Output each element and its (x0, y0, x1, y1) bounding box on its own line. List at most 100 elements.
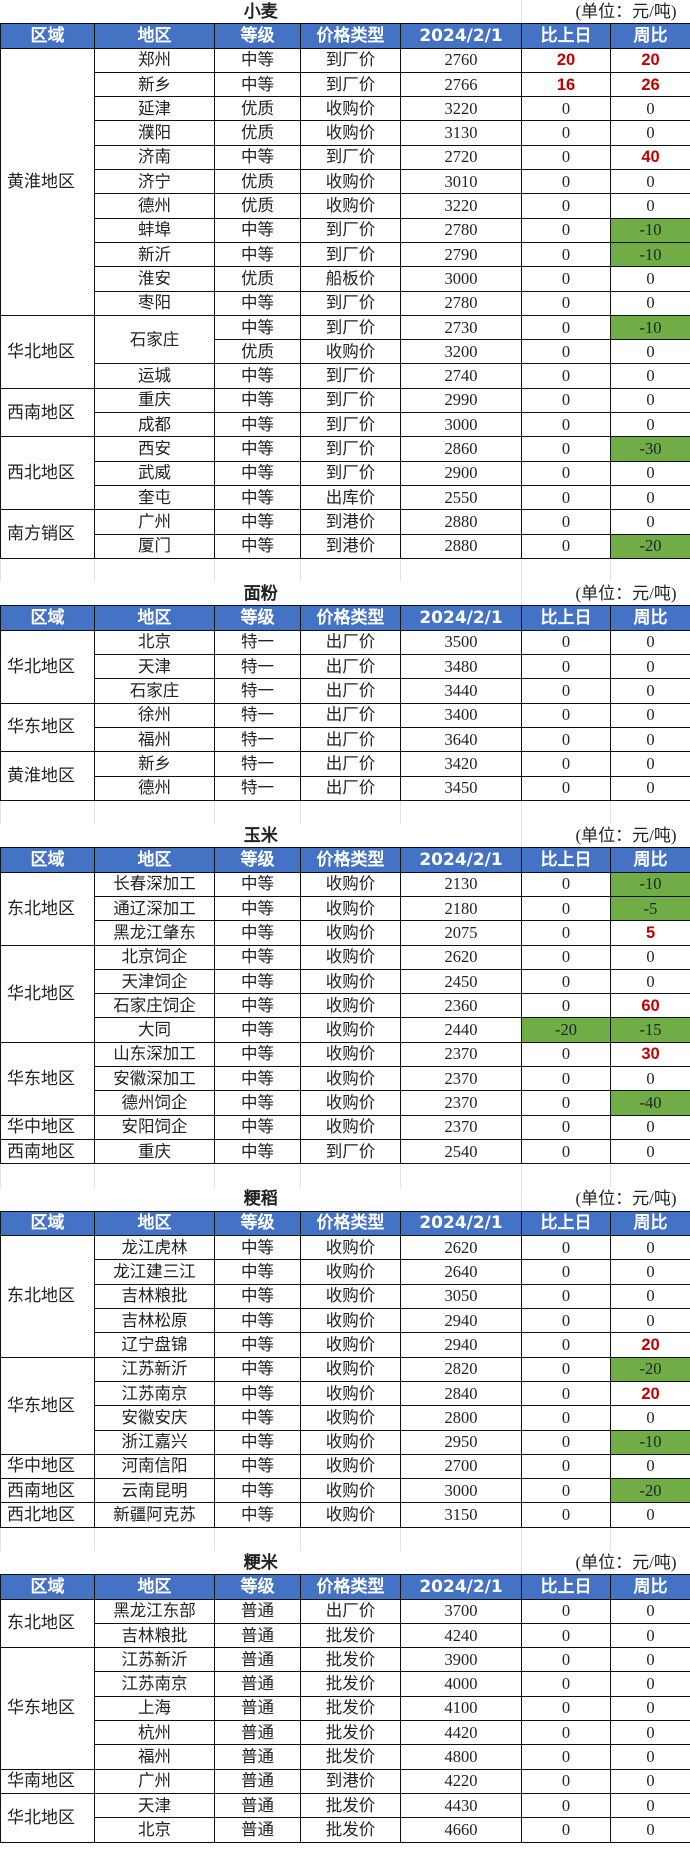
empty-cell (521, 800, 612, 825)
price-cell: 3480 (399, 654, 523, 680)
price-cell: 2550 (399, 484, 523, 511)
price-type-cell: 收购价 (300, 1066, 401, 1092)
table-row: 石家庄饲企 中等 收购价 2360 0 60 (1, 993, 690, 1019)
city-cell: 厦门 (94, 533, 215, 559)
grade-cell: 中等 (214, 1114, 301, 1140)
unit-label: (单位：元/吨) (521, 582, 690, 607)
price-type-cell: 收购价 (300, 1332, 401, 1358)
region-cell: 华南地区 (0, 1768, 95, 1794)
week-change-cell: 0 (610, 1622, 690, 1649)
week-change-cell: 0 (610, 968, 690, 995)
grade-cell: 普通 (214, 1792, 301, 1819)
week-change-cell: 0 (610, 266, 690, 292)
grade-cell: 中等 (214, 1453, 301, 1480)
price-type-cell: 收购价 (300, 120, 401, 146)
city-cell: 石家庄 (94, 314, 215, 365)
grade-cell: 特一 (214, 775, 301, 801)
price-cell: 2790 (399, 241, 523, 268)
table-row: 东北地区 长春深加工 中等 收购价 2130 0 -10 (0, 871, 690, 946)
grade-cell: 中等 (214, 1332, 301, 1358)
city-cell: 安徽深加工 (94, 1066, 215, 1092)
empty-cell (610, 1163, 690, 1188)
table-row: 黄淮地区 新乡 特一 出厂价 3420 0 0 (0, 751, 690, 801)
table-row: 华东地区 徐州 特一 出厂价 3400 0 0 (0, 702, 690, 753)
region-cell: 华北地区 (0, 944, 95, 1043)
column-header: 比上日 (521, 847, 612, 873)
column-header: 区域 (0, 847, 95, 873)
day-change-cell: 0 (521, 412, 612, 438)
grade-cell: 中等 (214, 1380, 301, 1407)
table-row: 杭州 普通 批发价 4420 0 0 (1, 1720, 690, 1746)
section-title-row: 粳稻 (单位：元/吨) (0, 1187, 690, 1212)
day-change-cell: 0 (521, 1283, 612, 1310)
table-row: 黄淮地区 郑州 中等 到厂价 2760 20 20 (0, 47, 690, 316)
week-change-cell: 0 (610, 702, 690, 728)
price-type-cell: 收购价 (300, 993, 401, 1019)
region-cell: 东北地区 (0, 1598, 95, 1649)
price-cell: 3440 (399, 678, 523, 704)
price-type-cell: 到厂价 (300, 1138, 401, 1165)
city-cell: 福州 (94, 726, 215, 753)
price-type-cell: 到厂价 (300, 314, 401, 341)
grade-cell: 中等 (214, 1283, 301, 1310)
empty-cell (521, 1527, 612, 1551)
city-cell: 济宁 (94, 169, 215, 195)
grade-cell: 中等 (214, 871, 301, 897)
empty-cell (0, 800, 95, 825)
price-cell: 2880 (399, 533, 523, 559)
week-change-cell: 5 (610, 920, 690, 946)
price-type-cell: 出厂价 (300, 654, 401, 680)
region-cell: 西南地区 (0, 1138, 95, 1165)
column-header: 2024/2/1 (399, 1574, 523, 1600)
table-row: 上海 普通 批发价 4100 0 0 (1, 1695, 690, 1722)
region-cell: 华中地区 (0, 1453, 95, 1480)
column-header: 周比 (610, 1210, 690, 1237)
section-title: 玉米 (0, 824, 522, 849)
table-row: 吉林粮批 普通 批发价 4240 0 0 (1, 1622, 690, 1649)
price-type-cell: 到厂价 (300, 47, 401, 73)
price-type-cell: 到厂价 (300, 436, 401, 462)
week-change-cell: 0 (610, 412, 690, 438)
city-cell: 龙江建三江 (94, 1259, 215, 1285)
price-cell: 2640 (399, 1259, 523, 1285)
table-row: 奎屯 中等 出库价 2550 0 0 (1, 484, 690, 511)
grade-cell: 中等 (214, 1429, 301, 1455)
grade-cell: 普通 (214, 1622, 301, 1649)
region-cell: 华东地区 (0, 1041, 95, 1116)
week-change-cell: 20 (610, 1380, 690, 1407)
week-change-cell: 0 (610, 460, 690, 486)
price-type-cell: 到厂价 (300, 363, 401, 389)
week-change-cell: 20 (610, 47, 690, 73)
header-row: 区域 地区 等级 价格类型 2024/2/1 比上日 周比 (0, 1210, 690, 1237)
section-title: 小麦 (0, 0, 522, 25)
week-change-cell: 0 (610, 1066, 690, 1092)
city-cell: 江苏新沂 (94, 1647, 215, 1673)
week-change-cell: 0 (610, 1792, 690, 1819)
day-change-cell: 0 (521, 1066, 612, 1092)
table-row: 浙江嘉兴 中等 收购价 2950 0 -10 (1, 1429, 690, 1455)
unit-label: (单位：元/吨) (521, 824, 690, 849)
price-cell: 2370 (399, 1090, 523, 1116)
price-cell: 2820 (399, 1356, 523, 1382)
city-cell: 新疆阿克苏 (94, 1502, 215, 1528)
column-header: 等级 (214, 23, 301, 49)
day-change-cell: -20 (521, 1017, 612, 1043)
price-cell: 4220 (399, 1768, 523, 1794)
city-cell: 广州 (94, 509, 215, 535)
grade-cell: 优质 (214, 120, 301, 146)
spacer-row (0, 1163, 690, 1188)
table-row: 辽宁盘锦 中等 收购价 2940 0 20 (1, 1332, 690, 1358)
column-header: 价格类型 (300, 1210, 401, 1237)
price-type-cell: 到厂价 (300, 71, 401, 98)
price-type-cell: 收购价 (300, 1380, 401, 1407)
column-header: 价格类型 (300, 605, 401, 631)
week-change-cell: 0 (610, 1283, 690, 1310)
price-table: 面粉 (单位：元/吨) 区域 地区 等级 价格类型 2024/2/1 比上日 周比 华北地区 北京特… (0, 582, 690, 825)
price-cell: 2180 (399, 895, 523, 922)
empty-cell (0, 1527, 95, 1551)
day-change-cell: 0 (521, 290, 612, 316)
city-cell: 新乡 (94, 751, 215, 777)
price-type-cell: 出厂价 (300, 775, 401, 801)
city-cell: 枣阳 (94, 290, 215, 316)
